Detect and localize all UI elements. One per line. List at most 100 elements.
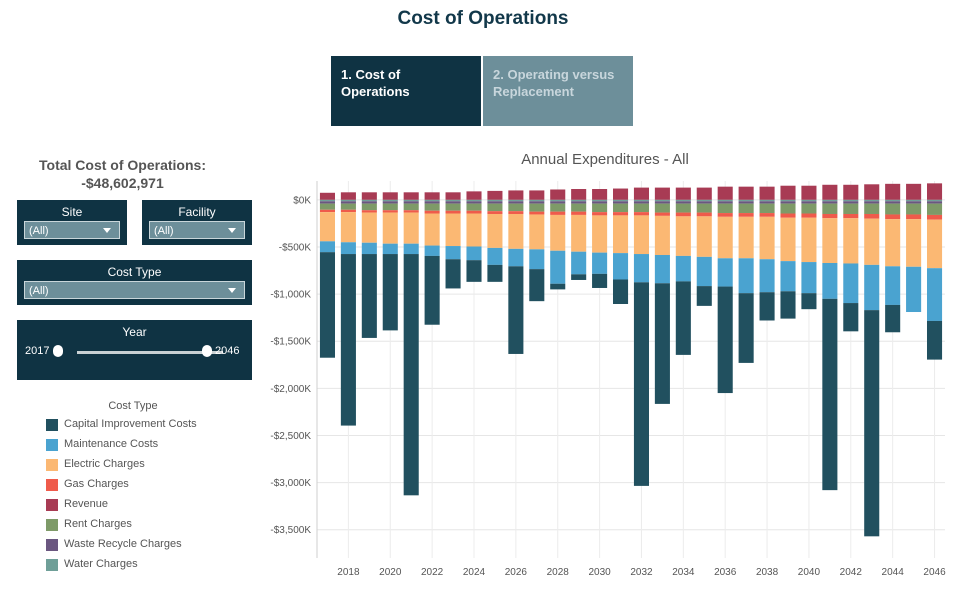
cost-type-select[interactable]: (All) bbox=[24, 281, 245, 299]
bar-capital-improvement-costs bbox=[550, 283, 566, 290]
bar-revenue bbox=[906, 183, 922, 200]
bar-electric-charges bbox=[738, 216, 754, 259]
bar-electric-charges bbox=[864, 218, 880, 265]
x-tick-label: 2032 bbox=[630, 567, 653, 578]
bar-rent-charges bbox=[885, 203, 901, 215]
bar-revenue bbox=[738, 186, 754, 200]
year-filter-label: Year bbox=[122, 325, 147, 339]
bar-rent-charges bbox=[906, 203, 922, 215]
site-select[interactable]: (All) bbox=[24, 221, 120, 239]
bar-water-charges bbox=[612, 199, 629, 202]
bar-water-charges bbox=[822, 199, 838, 202]
legend-label: Capital Improvement Costs bbox=[64, 418, 197, 430]
bar-revenue bbox=[319, 192, 336, 200]
facility-select-value: (All) bbox=[154, 225, 174, 237]
bar-rent-charges bbox=[633, 203, 650, 213]
bar-gas-charges bbox=[654, 212, 670, 216]
bar-water-charges bbox=[466, 199, 482, 202]
bar-capital-improvement-costs bbox=[864, 310, 880, 537]
bar-gas-charges bbox=[529, 211, 545, 215]
bar-electric-charges bbox=[906, 219, 922, 267]
bar-electric-charges bbox=[550, 214, 566, 251]
year-min-handle[interactable] bbox=[53, 345, 63, 357]
bar-water-charges bbox=[445, 199, 461, 202]
bar-gas-charges bbox=[340, 209, 356, 213]
legend-label: Rent Charges bbox=[64, 518, 132, 530]
bar-maintenance-costs bbox=[508, 248, 524, 267]
bar-rent-charges bbox=[466, 203, 482, 211]
bar-water-charges bbox=[508, 199, 524, 202]
total-cost-label: Total Cost of Operations: bbox=[39, 157, 206, 173]
x-tick-label: 2022 bbox=[421, 567, 444, 578]
bar-electric-charges bbox=[382, 212, 398, 244]
bar-capital-improvement-costs bbox=[382, 254, 398, 331]
x-tick-label: 2040 bbox=[798, 567, 821, 578]
bar-maintenance-costs bbox=[424, 245, 440, 256]
bar-rent-charges bbox=[780, 203, 796, 214]
bar-rent-charges bbox=[675, 203, 691, 213]
legend-swatch bbox=[46, 459, 58, 471]
bar-capital-improvement-costs bbox=[633, 282, 650, 486]
bar-capital-improvement-costs bbox=[675, 281, 691, 355]
bar-water-charges bbox=[340, 199, 356, 202]
bar-electric-charges bbox=[466, 213, 482, 247]
bar-capital-improvement-costs bbox=[926, 320, 943, 360]
tab-cost-of-operations[interactable]: 1. Cost of Operations bbox=[331, 56, 481, 126]
bar-capital-improvement-costs bbox=[445, 259, 461, 289]
bar-rent-charges bbox=[801, 203, 817, 214]
legend-label: Waste Recycle Charges bbox=[64, 538, 182, 550]
bar-electric-charges bbox=[487, 213, 503, 248]
bar-rent-charges bbox=[340, 203, 356, 210]
bar-maintenance-costs bbox=[403, 243, 419, 255]
bar-water-charges bbox=[571, 199, 587, 202]
bar-capital-improvement-costs bbox=[340, 254, 356, 426]
bar-water-charges bbox=[759, 199, 775, 202]
bar-rent-charges bbox=[759, 203, 775, 214]
bar-gas-charges bbox=[508, 211, 524, 214]
bar-waste-recycle-charges bbox=[717, 201, 733, 204]
year-slider-track[interactable] bbox=[77, 351, 223, 354]
cost-type-select-value: (All) bbox=[29, 285, 49, 297]
bar-capital-improvement-costs bbox=[571, 274, 587, 280]
bar-waste-recycle-charges bbox=[738, 201, 754, 204]
bar-water-charges bbox=[717, 199, 733, 202]
bar-maintenance-costs bbox=[382, 243, 398, 255]
bar-electric-charges bbox=[843, 218, 859, 264]
facility-select[interactable]: (All) bbox=[149, 221, 245, 239]
bar-revenue bbox=[424, 192, 440, 200]
bar-water-charges bbox=[529, 199, 545, 202]
bar-gas-charges bbox=[633, 212, 650, 216]
x-tick-label: 2036 bbox=[714, 567, 737, 578]
bar-rent-charges bbox=[550, 203, 566, 212]
bar-rent-charges bbox=[361, 203, 377, 211]
bar-gas-charges bbox=[696, 212, 712, 217]
bar-electric-charges bbox=[654, 215, 670, 255]
expenditures-chart: $0K -$500K -$1,000K -$1,500K -$2,000K -$2,500… bbox=[270, 181, 946, 578]
bar-maintenance-costs bbox=[801, 262, 817, 294]
bar-revenue bbox=[633, 187, 650, 200]
bar-maintenance-costs bbox=[466, 246, 482, 261]
y-tick-label: -$500K bbox=[279, 242, 312, 253]
bar-gas-charges bbox=[571, 211, 587, 215]
bar-revenue bbox=[843, 184, 859, 200]
bar-electric-charges bbox=[508, 213, 524, 249]
bar-gas-charges bbox=[612, 212, 629, 216]
bar-gas-charges bbox=[926, 214, 943, 220]
bar-maintenance-costs bbox=[759, 259, 775, 293]
bar-revenue bbox=[822, 184, 838, 200]
tab-operating-versus-replacement[interactable]: 2. Operating versus Replacement bbox=[483, 56, 633, 126]
cost-type-filter: Cost Type (All) bbox=[17, 260, 252, 305]
bar-water-charges bbox=[382, 199, 398, 202]
bar-maintenance-costs bbox=[864, 264, 880, 311]
bar-gas-charges bbox=[906, 214, 922, 220]
bar-waste-recycle-charges bbox=[696, 201, 712, 204]
bar-maintenance-costs bbox=[906, 266, 922, 313]
bar-revenue bbox=[926, 183, 943, 200]
bar-capital-improvement-costs bbox=[319, 252, 336, 358]
year-max-handle[interactable] bbox=[202, 345, 212, 357]
bar-maintenance-costs bbox=[550, 250, 566, 284]
bar-water-charges bbox=[738, 199, 754, 202]
x-tick-label: 2046 bbox=[923, 567, 946, 578]
bar-maintenance-costs bbox=[319, 241, 336, 253]
bar-capital-improvement-costs bbox=[466, 260, 482, 282]
